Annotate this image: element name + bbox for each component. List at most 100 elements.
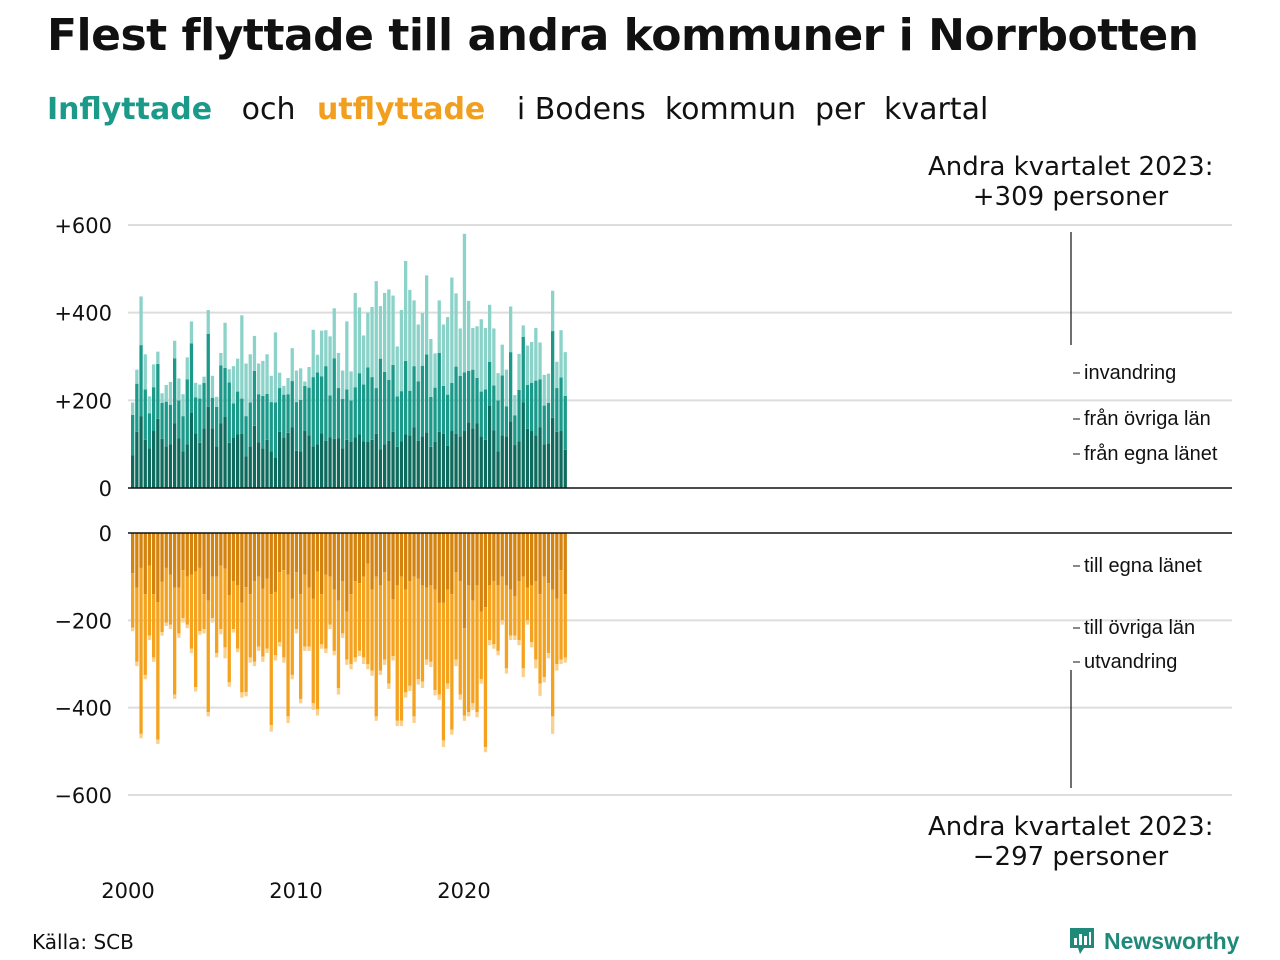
bar-in-own: [131, 455, 135, 489]
bar-in-abroad: [349, 371, 353, 401]
bar-in-own: [278, 431, 282, 488]
bar-in-own: [408, 435, 412, 488]
bar-in-abroad: [471, 328, 475, 370]
bar-in-abroad: [278, 372, 282, 389]
bar-out-own: [462, 533, 467, 629]
bar-in-abroad: [315, 354, 320, 373]
bar-out-other: [345, 611, 349, 660]
bar-in-abroad: [173, 340, 177, 359]
bar-in-abroad: [320, 330, 324, 377]
bar-out-other: [231, 581, 236, 630]
bar-in-other: [462, 372, 467, 432]
bar-out-own: [374, 533, 378, 577]
bar-out-abroad: [198, 631, 202, 635]
bar-in-own: [353, 437, 357, 488]
bar-out-abroad: [479, 679, 483, 684]
bar-out-own: [202, 533, 206, 595]
bar-out-other: [160, 581, 164, 633]
bar-in-own: [370, 439, 374, 488]
bar-in-own: [433, 441, 437, 488]
bar-out-own: [542, 533, 546, 577]
bar-out-other: [315, 571, 320, 709]
bar-in-other: [143, 389, 147, 440]
bar-out-own: [282, 533, 286, 571]
bar-out-own: [479, 533, 483, 612]
bar-out-abroad: [185, 624, 189, 629]
bar-out-own: [366, 533, 370, 564]
bar-in-own: [483, 439, 488, 488]
bar-in-other: [446, 394, 450, 446]
bar-in-own: [479, 436, 483, 488]
bar-out-abroad: [265, 648, 269, 654]
bar-out-own: [496, 533, 500, 586]
bar-in-other: [131, 414, 135, 456]
bar-out-other: [517, 581, 521, 640]
bar-out-other: [194, 571, 198, 688]
bar-in-abroad: [551, 290, 555, 332]
bar-out-abroad: [189, 648, 194, 654]
bar-out-own: [433, 533, 437, 590]
bar-out-other: [399, 576, 404, 721]
bar-in-own: [135, 431, 139, 488]
bar-out-own: [357, 533, 362, 584]
bar-out-own: [563, 533, 567, 595]
bar-out-other: [559, 570, 563, 660]
bar-out-abroad: [240, 692, 244, 698]
bar-in-own: [320, 433, 324, 488]
bar-in-abroad: [454, 293, 458, 367]
bar-in-other: [551, 331, 555, 418]
bar-in-other: [168, 404, 173, 445]
bar-out-abroad: [341, 633, 345, 638]
bar-in-abroad: [299, 368, 303, 400]
bar-in-abroad: [345, 321, 349, 390]
bar-out-other: [429, 585, 433, 662]
bar-in-abroad: [294, 370, 299, 403]
bar-out-abroad: [206, 712, 210, 717]
bar-in-abroad: [374, 281, 378, 389]
bar-in-abroad: [156, 351, 160, 364]
bar-in-own: [450, 431, 454, 488]
bar-in-other: [433, 387, 437, 442]
bar-out-own: [278, 533, 282, 573]
bar-out-abroad: [181, 618, 185, 623]
bar-out-own: [290, 533, 294, 599]
subtitle-utflyttade: utflyttade: [317, 92, 486, 127]
bar-out-own: [437, 533, 441, 603]
bar-in-abroad: [450, 277, 454, 383]
bar-in-own: [198, 442, 202, 488]
bar-out-other: [479, 611, 483, 680]
annotation-top: Andra kvartalet 2023: +309 personer: [928, 152, 1213, 212]
bar-in-other: [479, 391, 483, 437]
bar-out-other: [294, 572, 299, 630]
bar-in-abroad: [366, 312, 370, 368]
bar-in-other: [311, 377, 315, 447]
bar-in-other: [336, 388, 341, 439]
bar-out-abroad: [483, 746, 488, 753]
bar-in-other: [383, 371, 387, 445]
bar-out-abroad: [559, 659, 563, 664]
bar-in-other: [181, 416, 185, 452]
bar-out-own: [504, 533, 509, 586]
bar-out-other: [173, 587, 177, 695]
bar-out-other: [412, 576, 416, 717]
bar-out-own: [269, 533, 273, 595]
bar-out-own: [362, 533, 366, 577]
bar-out-other: [286, 574, 290, 717]
bar-out-own: [378, 533, 383, 586]
bar-out-abroad: [374, 716, 378, 721]
bar-out-own: [252, 533, 257, 582]
bar-in-abroad: [387, 289, 391, 380]
bar-in-abroad: [231, 366, 236, 404]
bar-out-own: [286, 533, 290, 575]
bar-out-abroad: [492, 644, 496, 649]
bar-in-abroad: [362, 335, 366, 385]
bar-out-abroad: [252, 661, 257, 667]
bar-out-abroad: [534, 659, 538, 669]
bar-out-own: [219, 533, 223, 566]
bar-in-own: [559, 431, 563, 488]
bar-in-own: [290, 427, 294, 488]
bar-in-other: [227, 382, 231, 443]
bar-in-abroad: [559, 330, 563, 378]
bar-in-abroad: [223, 322, 227, 368]
bar-in-own: [223, 416, 227, 488]
